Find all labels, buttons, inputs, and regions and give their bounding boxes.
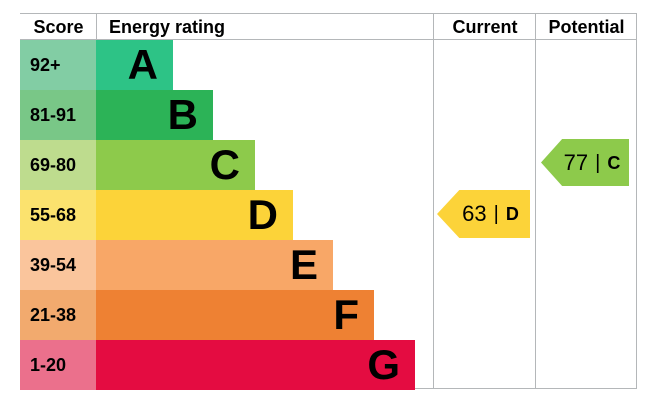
score-range-label: 1-20 [30, 355, 67, 375]
potential-rating-value: 77 [563, 149, 589, 175]
current-rating-separator: | [493, 203, 499, 225]
potential-column-header: Potential [548, 16, 625, 37]
score-range-cell-f: 21-38 [20, 290, 96, 340]
band-letter: E [289, 241, 318, 288]
band-letter: A [127, 41, 158, 88]
band-row-g: 1-20 G [20, 340, 637, 390]
band-letter: C [209, 141, 240, 188]
score-column-divider [96, 13, 97, 39]
epc-table: Score Energy rating Current Potential 92… [20, 13, 637, 390]
potential-column-divider [535, 13, 536, 389]
band-row-f: 21-38 F [20, 290, 637, 340]
score-range-cell-g: 1-20 [20, 340, 96, 390]
energy-rating-column-header: Energy rating [109, 16, 226, 37]
table-top-border [20, 13, 637, 14]
band-bar-a: A [96, 40, 173, 90]
score-range-label: 92+ [30, 55, 61, 75]
band-bar-d: D [96, 190, 293, 240]
band-bar-f: F [96, 290, 374, 340]
band-row-c: 69-80 C [20, 140, 637, 190]
potential-rating-arrow: 77 | C [541, 139, 629, 186]
potential-rating-separator: | [595, 151, 601, 174]
band-row-e: 39-54 E [20, 240, 637, 290]
potential-rating-band: C [607, 152, 621, 173]
current-rating-value: 63 [462, 201, 487, 226]
current-rating-arrow: 63 | D [437, 190, 530, 238]
score-range-label: 69-80 [30, 155, 77, 175]
band-letter: D [247, 191, 278, 238]
score-range-cell-c: 69-80 [20, 140, 96, 190]
band-rows: 92+ A 81-91 B 69-80 C 55-68 D 39-54 E 21… [20, 40, 637, 390]
current-column-divider [433, 13, 434, 389]
band-row-a: 92+ A [20, 40, 637, 90]
table-right-border [636, 13, 637, 389]
band-letter: F [333, 291, 359, 338]
band-bar-e: E [96, 240, 333, 290]
table-header-row: Score Energy rating Current Potential [20, 14, 637, 39]
score-range-label: 39-54 [30, 255, 77, 275]
score-range-cell-d: 55-68 [20, 190, 96, 240]
header-bottom-border [20, 39, 637, 40]
band-letter: G [367, 341, 400, 388]
band-row-d: 55-68 D [20, 190, 637, 240]
score-column-header: Score [33, 16, 84, 37]
score-range-cell-e: 39-54 [20, 240, 96, 290]
score-range-cell-b: 81-91 [20, 90, 96, 140]
band-bar-b: B [96, 90, 213, 140]
current-rating-band: D [505, 204, 519, 224]
band-bar-g: G [96, 340, 415, 390]
band-bar-c: C [96, 140, 255, 190]
band-row-b: 81-91 B [20, 90, 637, 140]
band-letter: B [167, 91, 198, 138]
score-range-label: 55-68 [30, 205, 77, 225]
current-column-header: Current [452, 16, 518, 37]
score-range-label: 21-38 [30, 305, 77, 325]
score-range-label: 81-91 [30, 105, 77, 125]
score-range-cell-a: 92+ [20, 40, 96, 90]
